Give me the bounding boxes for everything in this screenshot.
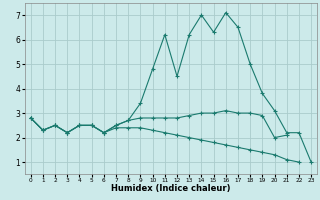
X-axis label: Humidex (Indice chaleur): Humidex (Indice chaleur): [111, 184, 231, 193]
